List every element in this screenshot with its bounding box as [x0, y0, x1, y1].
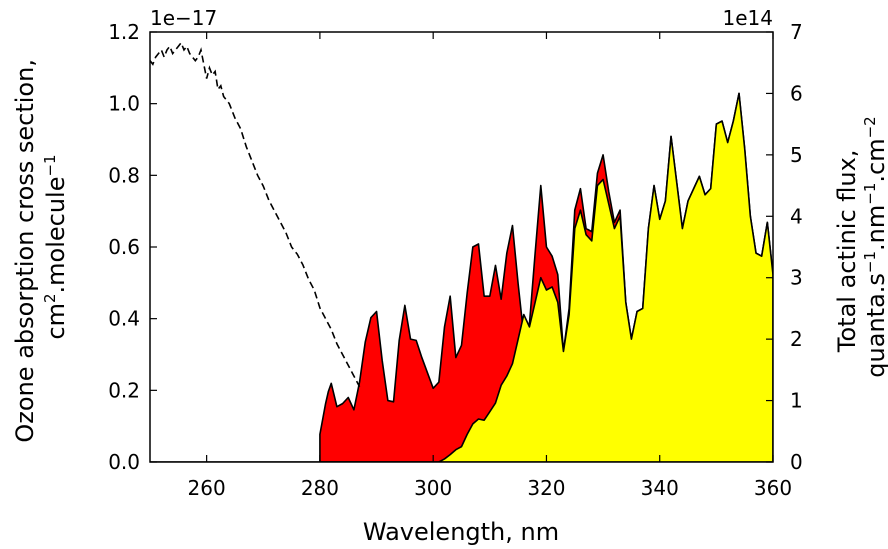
right-axis-offset-label: 1e14	[723, 6, 773, 30]
x-tick-label: 340	[641, 476, 679, 500]
right-y-tick-label: 3	[790, 266, 803, 290]
x-tick-label: 280	[301, 476, 339, 500]
left-axis-label-line2: cm2.molecule−1	[41, 154, 70, 339]
left-axis-label-line1: Ozone absorption cross section,	[11, 59, 39, 443]
left-y-tick-label: 0.8	[108, 163, 140, 187]
x-axis-label: Wavelength, nm	[363, 518, 559, 546]
right-y-tick-label: 2	[790, 327, 803, 351]
left-y-tick-label: 0.0	[108, 450, 140, 474]
right-axis-label: Total actinic flux, quanta.s−1.nm−1.cm−2	[833, 116, 888, 377]
right-y-tick-label: 7	[790, 20, 803, 44]
left-y-tick-label: 0.4	[108, 307, 140, 331]
axis-ticks: 260 280 300 320 340 360 0.0 0.2 0.4 0.6 0.8 1.0 1.2 0…	[108, 20, 803, 500]
left-y-tick-label: 0.2	[108, 378, 140, 402]
left-axis-label: Ozone absorption cross section, cm2.mole…	[11, 51, 70, 442]
flux-area-yellow	[150, 92, 773, 462]
right-axis-label-line2: quanta.s−1.nm−1.cm−2	[861, 116, 888, 377]
right-axis-label-line1: Total actinic flux,	[833, 150, 861, 354]
right-y-tick-label: 5	[790, 143, 803, 167]
ozone-cross-section-line	[150, 41, 361, 388]
x-tick-label: 300	[414, 476, 452, 500]
plot-area	[150, 41, 773, 462]
right-y-tick-label: 0	[790, 450, 803, 474]
left-y-tick-label: 1.0	[108, 92, 140, 116]
x-tick-label: 260	[188, 476, 226, 500]
right-y-tick-label: 1	[790, 389, 803, 413]
left-y-tick-label: 0.6	[108, 235, 140, 259]
left-y-tick-label: 1.2	[108, 20, 140, 44]
right-y-tick-label: 6	[790, 81, 803, 105]
x-tick-label: 320	[527, 476, 565, 500]
left-axis-offset-label: 1e−17	[150, 6, 217, 30]
x-tick-label: 360	[754, 476, 792, 500]
right-y-tick-label: 4	[790, 204, 803, 228]
